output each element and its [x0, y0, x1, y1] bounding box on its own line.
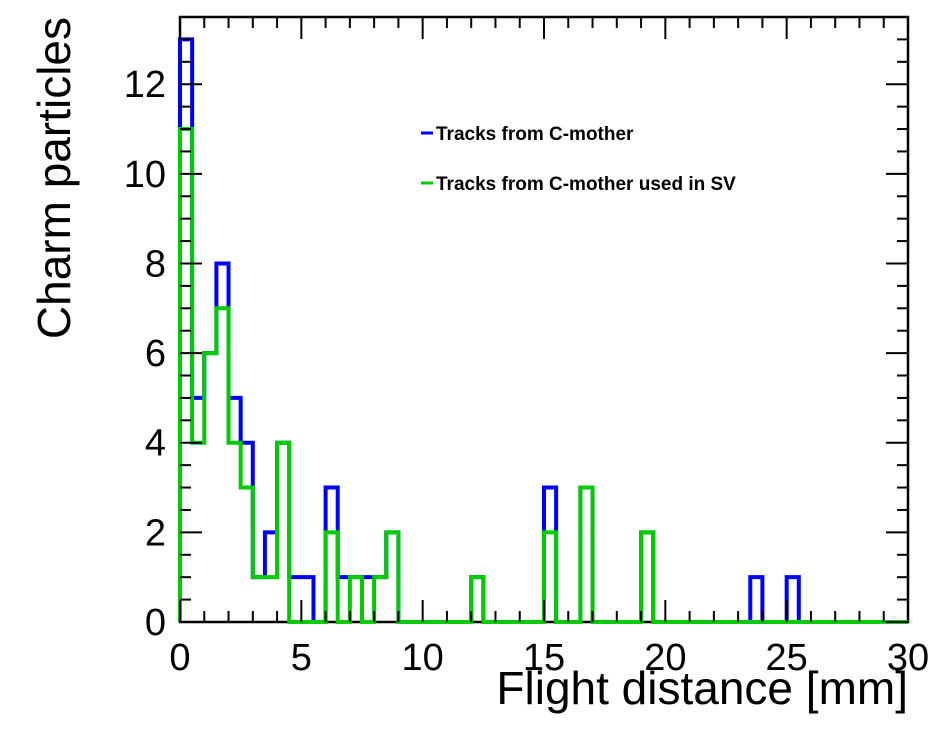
x-tick-label: 15: [523, 637, 565, 679]
legend-label-c-mother: Tracks from C-mother: [436, 124, 634, 145]
x-tick-label: 20: [644, 637, 686, 679]
y-tick-label: 2: [145, 512, 166, 554]
y-tick-label: 8: [145, 243, 166, 285]
axis-ticks: [179, 16, 909, 623]
x-tick-label: 10: [402, 637, 444, 679]
x-tick-label: 0: [169, 637, 190, 679]
x-tick-label: 25: [766, 637, 808, 679]
y-tick-label: 4: [145, 423, 166, 465]
x-axis-title: Flight distance [mm]: [496, 662, 908, 714]
y-tick-label: 6: [145, 333, 166, 375]
x-tick-label: 30: [887, 637, 929, 679]
legend: Tracks from C-mother Tracks from C-mothe…: [421, 124, 736, 195]
y-tick-labels: 0 2 4 6 8 10 12: [124, 64, 166, 644]
y-tick-label: 10: [124, 154, 166, 196]
series-1-histogram: [178, 127, 908, 624]
y-tick-label: 0: [145, 602, 166, 644]
y-axis-title: Charm particles: [28, 17, 80, 339]
x-tick-label: 5: [291, 637, 312, 679]
legend-label-used-in-sv: Tracks from C-mother used in SV: [436, 174, 736, 195]
y-tick-label: 12: [124, 64, 166, 106]
x-tick-labels: 0 5 10 15 20 25 30: [169, 637, 929, 679]
